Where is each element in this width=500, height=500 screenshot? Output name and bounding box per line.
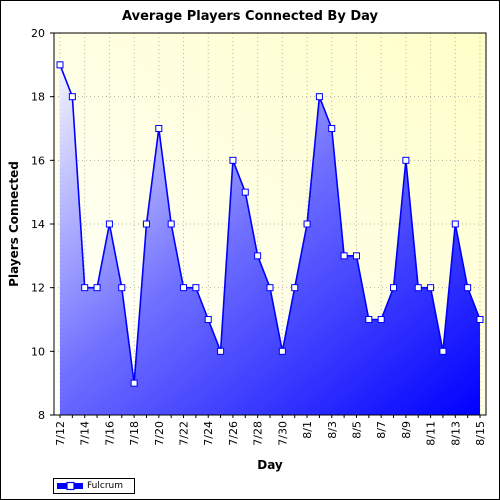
x-tick-label: 7/24	[202, 421, 215, 446]
series-area-fulcrum	[60, 64, 480, 415]
data-point-7-23	[192, 284, 200, 292]
data-point-7-22	[180, 284, 188, 292]
data-point-8-4	[340, 252, 348, 260]
x-tick-label: 7/14	[79, 421, 92, 446]
data-point-7-27	[241, 188, 249, 196]
y-tick-label: 18	[31, 91, 45, 104]
data-point-7-21	[167, 220, 175, 228]
data-point-7-12	[56, 61, 64, 69]
x-tick-label: 7/30	[276, 421, 289, 446]
data-point-8-13	[451, 220, 459, 228]
data-point-8-3	[328, 125, 336, 132]
x-tick-label: 7/16	[103, 421, 116, 446]
data-point-8-6	[365, 316, 373, 323]
x-tick-label: 7/12	[54, 421, 67, 446]
data-point-7-17	[118, 284, 126, 292]
data-point-7-19	[142, 220, 150, 228]
data-point-8-7	[377, 316, 385, 323]
data-point-7-16	[105, 220, 113, 228]
data-point-8-15	[476, 316, 484, 323]
data-point-8-8	[390, 284, 398, 292]
data-point-8-2	[315, 93, 323, 101]
data-point-8-11	[427, 284, 435, 292]
data-point-8-10	[414, 284, 422, 292]
y-tick-label: 20	[31, 27, 45, 40]
data-point-7-14	[81, 284, 89, 292]
x-tick-label: 8/5	[350, 421, 363, 439]
x-tick-label: 8/15	[474, 421, 487, 446]
data-point-7-15	[93, 284, 101, 292]
data-point-7-30	[278, 347, 286, 355]
x-axis-title: Day	[257, 458, 283, 472]
data-point-7-26	[229, 156, 237, 164]
y-tick-label: 12	[31, 282, 45, 295]
data-point-8-9	[402, 156, 410, 164]
data-point-8-1	[303, 220, 311, 228]
x-tick-label: 7/22	[178, 421, 191, 446]
y-tick-label: 14	[31, 218, 45, 231]
x-tick-label: 8/11	[425, 421, 438, 446]
data-point-7-13	[68, 93, 76, 101]
y-axis-ticks: 8 10 12 14 16 18 20	[31, 27, 54, 422]
x-tick-label: 7/18	[128, 421, 141, 446]
y-tick-label: 8	[38, 409, 45, 422]
data-point-8-12	[439, 347, 447, 355]
x-tick-label: 7/26	[227, 421, 240, 446]
data-point-7-28	[254, 252, 262, 260]
data-point-7-29	[266, 284, 274, 292]
x-tick-label: 8/9	[400, 421, 413, 439]
data-points	[56, 61, 484, 387]
y-tick-label: 10	[31, 345, 45, 358]
x-tick-label: 8/1	[301, 421, 314, 439]
x-tick-label: 8/13	[449, 421, 462, 446]
chart-title: Average Players Connected By Day	[122, 9, 378, 24]
data-point-7-25	[217, 347, 225, 355]
legend-swatch	[57, 481, 83, 491]
x-tick-label: 8/3	[326, 421, 339, 439]
y-tick-label: 16	[31, 154, 45, 167]
y-axis-title: Players Connected	[7, 161, 21, 287]
data-point-8-5	[352, 252, 360, 260]
x-tick-label: 7/28	[252, 421, 265, 446]
legend: Fulcrum	[53, 478, 135, 494]
data-point-7-24	[204, 316, 212, 323]
data-point-7-18	[130, 379, 138, 387]
data-point-7-31	[291, 284, 299, 292]
legend-label-fulcrum: Fulcrum	[87, 481, 124, 491]
x-tick-label: 8/7	[375, 421, 388, 439]
data-point-7-20	[155, 125, 163, 132]
data-point-8-14	[464, 284, 472, 292]
x-tick-label: 7/20	[153, 421, 166, 446]
x-axis-ticks: 7/12 7/14 7/16 7/18 7/20 7/22 7/24 7/26 7/28 7/30…	[54, 415, 487, 446]
